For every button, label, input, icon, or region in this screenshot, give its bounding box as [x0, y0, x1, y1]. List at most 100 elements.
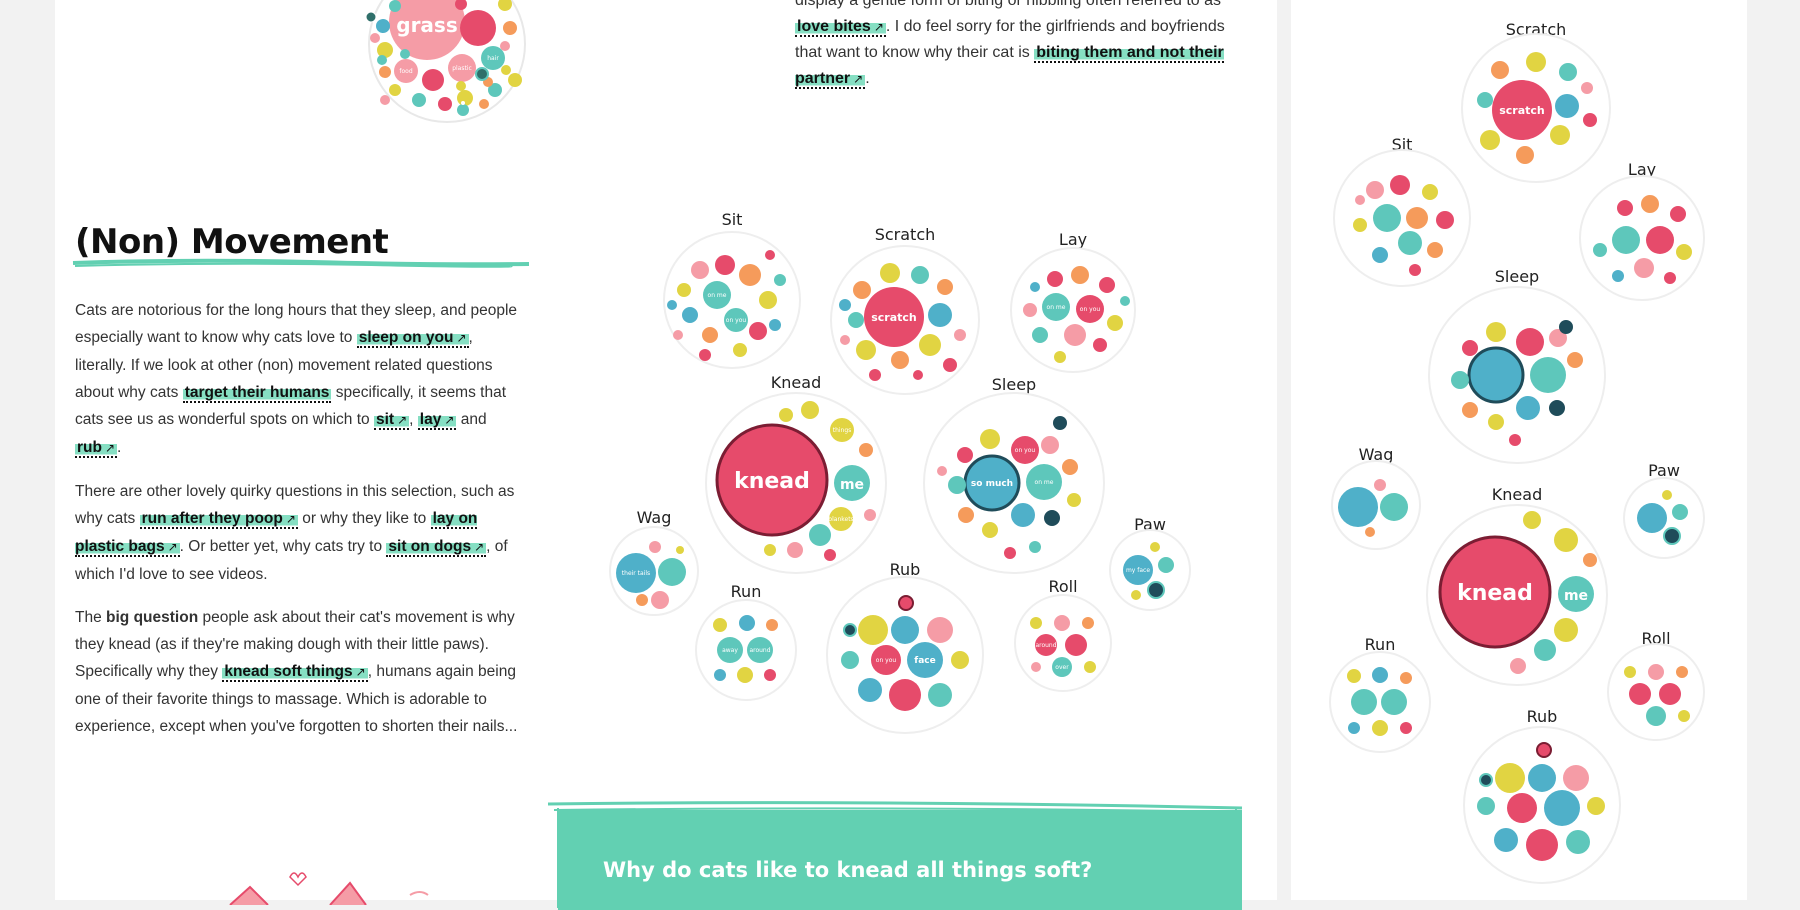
external-link-icon: ↗	[104, 441, 116, 455]
external-link-icon: ↗	[285, 512, 296, 526]
callout-box	[558, 810, 1242, 910]
external-link-icon: ↗	[355, 665, 366, 679]
svg-text:knead: knead	[734, 469, 810, 494]
side-knead-label: Knead	[1492, 485, 1542, 504]
external-link-icon: ↗	[444, 413, 455, 427]
svg-text:their tails: their tails	[622, 570, 650, 577]
side-roll-group[interactable]: Roll	[1607, 629, 1705, 741]
love-bites-link[interactable]: love bites ↗	[795, 18, 886, 37]
side-scratch-label: Scratch	[1506, 20, 1567, 39]
top-excerpt: display a gentle form of biting or nibbl…	[795, 0, 1225, 89]
svg-text:on you: on you	[726, 317, 747, 324]
knead-label: Knead	[771, 373, 821, 392]
sleep-label: Sleep	[992, 375, 1036, 394]
side-sit-group[interactable]: Sit	[1333, 135, 1471, 287]
cat-doodle-icon	[229, 872, 429, 905]
paw-group[interactable]: Paw my face	[1109, 515, 1191, 611]
side-run-group[interactable]: Run	[1329, 635, 1431, 753]
side-rub-label: Rub	[1527, 707, 1558, 726]
wag-group[interactable]: Wag their tails	[609, 508, 699, 616]
paragraph-2: There are other lovely quirky questions …	[75, 483, 515, 583]
grass-bubble	[389, 0, 465, 60]
svg-text:on you: on you	[1080, 306, 1101, 313]
knead-group[interactable]: Knead knead me things blankets	[705, 373, 887, 574]
side-run-label: Run	[1365, 635, 1396, 654]
knead-soft-things-link[interactable]: knead soft things ↗	[222, 663, 368, 682]
scratch-group[interactable]: Scratch scratch	[830, 225, 980, 395]
side-wag-label: Wag	[1359, 445, 1394, 464]
paragraph-1: Cats are notorious for the long hours th…	[75, 302, 518, 458]
svg-text:scratch: scratch	[1499, 104, 1545, 117]
section-body: Cats are notorious for the long hours th…	[75, 297, 525, 756]
svg-text:my face: my face	[1126, 567, 1150, 574]
svg-text:on me: on me	[708, 292, 727, 299]
svg-text:face: face	[914, 656, 935, 666]
external-link-icon: ↗	[474, 540, 485, 554]
external-link-icon: ↗	[456, 331, 467, 345]
plastic-label: plastic	[452, 65, 472, 72]
svg-text:over: over	[1055, 664, 1069, 671]
svg-text:so much: so much	[971, 479, 1013, 489]
section-heading: (Non) Movement	[72, 222, 530, 268]
lay-link[interactable]: lay ↗	[417, 411, 457, 430]
external-link-icon: ↗	[397, 413, 408, 427]
grass-label: grass	[396, 13, 457, 37]
paragraph-3: The big question people ask about their …	[75, 609, 518, 735]
svg-text:things: things	[833, 427, 852, 434]
roll-label: Roll	[1048, 577, 1077, 596]
lay-label: Lay	[1059, 230, 1087, 249]
section-title: (Non) Movement	[75, 222, 389, 262]
svg-text:away: away	[722, 647, 738, 654]
run-group[interactable]: Run away around	[695, 582, 797, 701]
wag-label: Wag	[637, 508, 672, 527]
svg-text:knead: knead	[1457, 581, 1533, 606]
external-link-icon: ↗	[167, 540, 178, 554]
side-sleep-label: Sleep	[1495, 267, 1539, 286]
side-knead-group[interactable]: Knead knead me	[1426, 485, 1608, 686]
side-rub-group[interactable]: Rub	[1463, 707, 1621, 884]
rub-label: Rub	[890, 560, 921, 579]
title-underline	[72, 258, 530, 268]
svg-text:blankets: blankets	[828, 516, 853, 523]
svg-text:around: around	[749, 647, 770, 654]
side-paw-label: Paw	[1648, 461, 1680, 480]
sit-on-dogs-link[interactable]: sit on dogs ↗	[386, 538, 487, 557]
top-bubble-chart: grass hair plastic food	[365, 0, 526, 123]
svg-text:on me: on me	[1035, 479, 1054, 486]
sleep-group[interactable]: Sleep so much on me on you	[923, 375, 1105, 574]
svg-text:around: around	[1035, 642, 1056, 649]
svg-text:on you: on you	[1015, 447, 1036, 454]
movement-bubble-chart: Sit on me on you Scratch scratch Lay on …	[609, 210, 1191, 734]
scratch-label: Scratch	[875, 225, 936, 244]
side-lay-label: Lay	[1628, 160, 1656, 179]
svg-text:me: me	[1564, 588, 1588, 604]
svg-text:on me: on me	[1047, 304, 1066, 311]
side-scratch-group[interactable]: Scratch scratch	[1461, 20, 1611, 183]
sit-label: Sit	[722, 210, 743, 229]
food-label: food	[399, 68, 412, 75]
lay-group[interactable]: Lay on me on you	[1010, 230, 1136, 373]
hair-label: hair	[487, 55, 499, 62]
external-link-icon: ↗	[853, 72, 864, 86]
svg-text:me: me	[840, 477, 864, 493]
side-bubble-chart: Scratch scratch Sit Lay Sleep Wag Paw Kn…	[1329, 20, 1705, 884]
svg-text:on you: on you	[876, 657, 897, 664]
sit-link[interactable]: sit ↗	[373, 411, 410, 430]
side-paw-group[interactable]: Paw	[1623, 461, 1705, 559]
run-after-poop-link[interactable]: run after they poop ↗	[139, 510, 298, 529]
svg-text:scratch: scratch	[871, 311, 917, 324]
rub-group[interactable]: Rub on you face	[826, 560, 984, 734]
sit-group[interactable]: Sit on me on you	[663, 210, 801, 369]
side-roll-label: Roll	[1641, 629, 1670, 648]
callout-title: Why do cats like to knead all things sof…	[603, 858, 1093, 882]
target-humans-link[interactable]: target their humans	[182, 384, 332, 403]
rub-link[interactable]: rub ↗	[75, 439, 118, 458]
side-lay-group[interactable]: Lay	[1579, 160, 1705, 301]
side-sleep-group[interactable]: Sleep	[1428, 267, 1606, 464]
roll-group[interactable]: Roll around over	[1014, 577, 1112, 692]
paw-label: Paw	[1134, 515, 1166, 534]
run-label: Run	[731, 582, 762, 601]
external-link-icon: ↗	[873, 20, 884, 34]
sleep-on-you-link[interactable]: sleep on you ↗	[356, 329, 469, 348]
side-wag-group[interactable]: Wag	[1331, 445, 1421, 550]
